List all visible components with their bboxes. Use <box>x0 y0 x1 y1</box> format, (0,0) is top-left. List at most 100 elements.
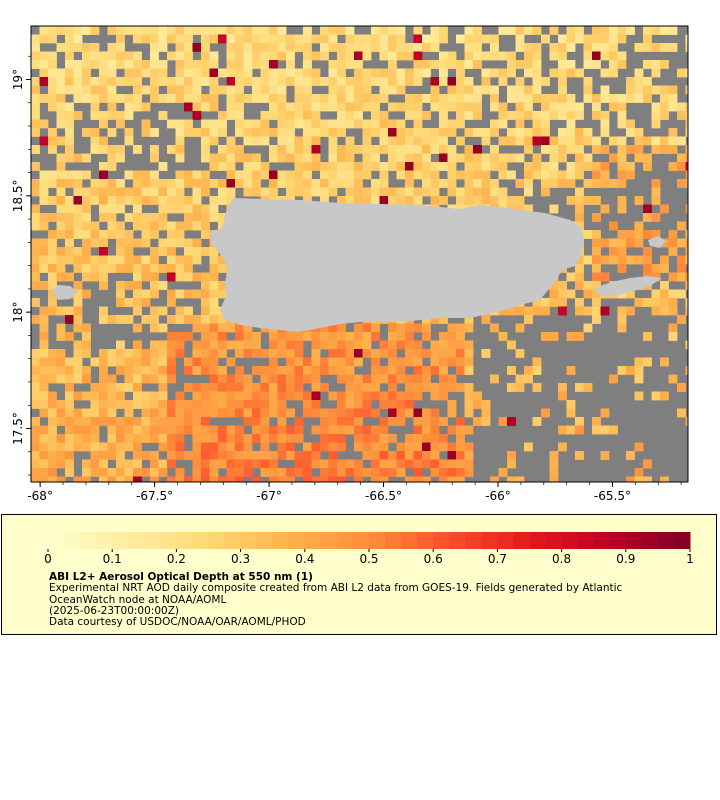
aod-pixel <box>405 408 414 418</box>
aod-pixel <box>566 196 576 205</box>
aod-pixel <box>48 272 57 282</box>
aod-pixel <box>294 85 304 95</box>
aod-pixel <box>226 136 236 146</box>
aod-pixel <box>235 391 244 401</box>
aod-pixel <box>498 102 508 112</box>
aod-pixel <box>490 153 499 163</box>
aod-pixel <box>430 349 440 358</box>
aod-pixel <box>677 68 686 78</box>
aod-pixel <box>158 459 168 469</box>
aod-pixel <box>626 145 635 154</box>
aod-pixel <box>201 145 210 154</box>
aod-pixel <box>668 85 678 95</box>
aod-pixel <box>303 68 312 78</box>
colorbar-cell <box>80 532 97 549</box>
aod-pixel <box>48 417 57 426</box>
aod-pixel <box>184 272 193 282</box>
aod-pixel <box>345 374 355 384</box>
colorbar-cells <box>48 532 691 549</box>
aod-pixel <box>447 476 457 482</box>
aod-pixel <box>48 94 57 103</box>
aod-pixel <box>260 187 270 197</box>
aod-pixel <box>48 434 57 443</box>
aod-pixel <box>218 26 227 35</box>
aod-pixel <box>99 281 108 290</box>
aod-pixel <box>243 383 253 392</box>
aod-pixel <box>133 451 142 460</box>
aod-pixel <box>660 94 669 103</box>
aod-pixel <box>447 51 457 61</box>
aod-pixel <box>379 451 389 460</box>
aod-pixel <box>481 85 491 95</box>
aod-pixel <box>201 451 210 460</box>
aod-pixel <box>201 323 210 333</box>
aod-pixel <box>634 298 644 307</box>
aod-pixel <box>294 68 304 78</box>
aod-pixel <box>328 442 338 452</box>
aod-pixel <box>235 434 244 443</box>
aod-pixel <box>150 60 159 69</box>
aod-pixel <box>617 111 627 120</box>
aod-pixel <box>685 272 688 282</box>
aod-pixel <box>48 213 57 222</box>
aod-pixel <box>269 111 278 120</box>
aod-pixel <box>192 247 202 256</box>
aod-pixel <box>82 26 91 35</box>
aod-pixel <box>90 51 100 61</box>
aod-pixel <box>566 408 576 418</box>
aod-pixel <box>439 119 448 129</box>
aod-pixel <box>73 26 83 35</box>
aod-pixel <box>294 145 304 154</box>
aod-pixel <box>473 417 482 426</box>
aod-pixel <box>685 204 688 214</box>
aod-pixel <box>277 391 287 401</box>
aod-pixel <box>269 451 278 460</box>
aod-pixel <box>107 255 117 265</box>
aod-pixel <box>133 94 142 103</box>
aod-pixel <box>439 442 448 452</box>
aod-pixel <box>532 94 542 103</box>
aod-pixel <box>566 119 576 129</box>
aod-pixel <box>430 459 440 469</box>
aod-pixel <box>609 247 618 256</box>
aod-pixel <box>209 366 219 375</box>
aod-pixel <box>583 383 593 392</box>
aod-pixel <box>65 77 74 86</box>
aod-pixel <box>337 179 346 188</box>
aod-pixel <box>226 60 236 69</box>
aod-pixel <box>575 136 584 146</box>
aod-pixel <box>226 94 236 103</box>
aod-pixel <box>73 94 83 103</box>
aod-pixel <box>167 85 176 95</box>
aod-pixel <box>303 85 312 95</box>
aod-pixel <box>175 332 185 341</box>
aod-pixel <box>413 111 423 120</box>
aod-pixel <box>405 153 414 163</box>
aod-pixel <box>362 145 372 154</box>
aod-pixel <box>277 451 287 460</box>
aod-pixel <box>558 77 567 86</box>
aod-pixel <box>158 43 168 52</box>
aod-pixel <box>328 119 338 129</box>
aod-pixel <box>643 77 652 86</box>
colorbar-tick-label: 0 <box>44 552 52 566</box>
aod-pixel <box>456 417 465 426</box>
aod-pixel <box>226 196 236 205</box>
aod-pixel <box>235 68 244 78</box>
aod-pixel <box>660 204 669 214</box>
aod-pixel <box>311 34 321 44</box>
aod-pixel <box>286 43 295 52</box>
aod-pixel <box>107 179 117 188</box>
aod-pixel <box>82 247 91 256</box>
aod-pixel <box>107 85 117 95</box>
aod-pixel <box>167 34 176 44</box>
aod-pixel <box>473 51 482 61</box>
aod-pixel <box>507 153 516 163</box>
aod-pixel <box>192 60 202 69</box>
aod-pixel <box>116 289 125 299</box>
aod-pixel <box>677 264 686 273</box>
colorbar-cell <box>673 532 691 549</box>
aod-pixel <box>388 417 397 426</box>
aod-pixel <box>107 153 117 163</box>
aod-pixel <box>243 119 253 129</box>
